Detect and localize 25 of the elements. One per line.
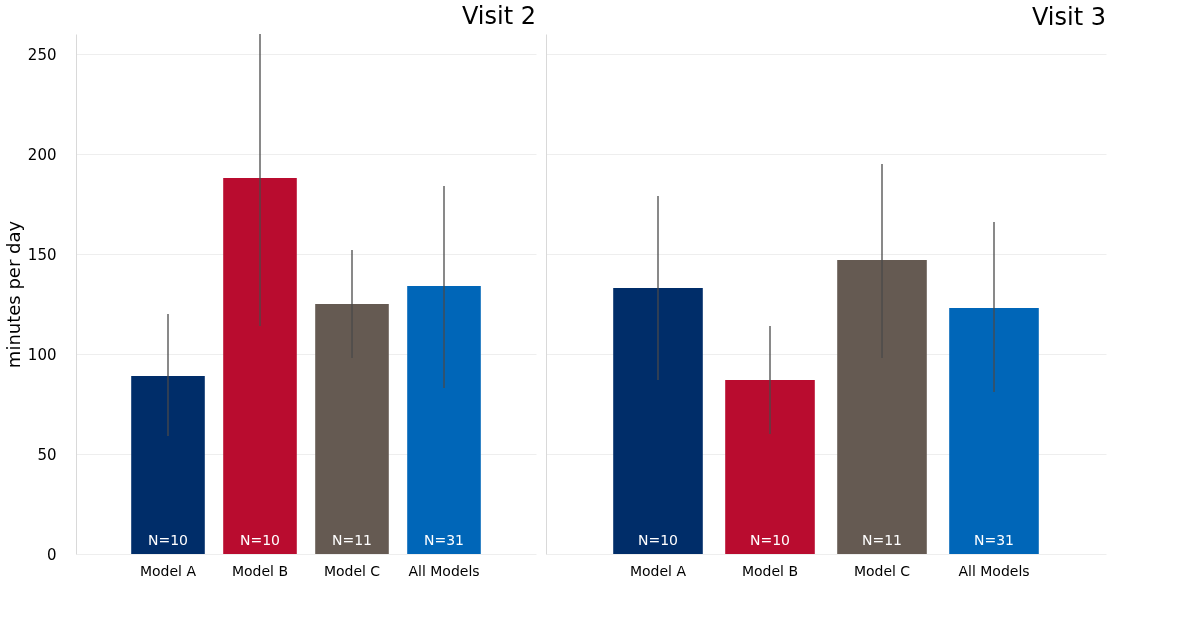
annotation: N=10 bbox=[147, 532, 189, 548]
annotation: N=10 bbox=[637, 532, 679, 548]
y-tick-label: 150 bbox=[27, 245, 57, 264]
annotation: N=10 bbox=[239, 532, 281, 548]
y-tick-label: 0 bbox=[46, 545, 57, 564]
x-tick-label: Model C bbox=[853, 562, 911, 579]
x-tick-label: Model A bbox=[629, 562, 687, 579]
x-tick-label: Model A bbox=[139, 562, 197, 579]
y-tick-label: 250 bbox=[27, 45, 57, 64]
x-tick-label: All Models bbox=[958, 562, 1030, 579]
chart-title: Visit 3 bbox=[1031, 3, 1106, 31]
x-tick-label: All Models bbox=[408, 562, 480, 579]
x-tick-label: Model B bbox=[231, 562, 289, 579]
annotation: N=11 bbox=[861, 532, 903, 548]
y-tick-label: 200 bbox=[27, 145, 57, 164]
y-tick-label: 100 bbox=[27, 345, 57, 364]
y-axis-title: minutes per day bbox=[2, 220, 24, 369]
y-tick-label: 50 bbox=[37, 445, 57, 464]
chart-title: Visit 2 bbox=[461, 2, 536, 31]
annotation: N=31 bbox=[423, 532, 465, 548]
annotation: N=10 bbox=[749, 532, 791, 548]
x-tick-label: Model B bbox=[741, 562, 799, 579]
x-tick-label: Model C bbox=[323, 562, 381, 579]
annotation: N=11 bbox=[331, 532, 373, 548]
annotation: N=31 bbox=[973, 532, 1015, 548]
